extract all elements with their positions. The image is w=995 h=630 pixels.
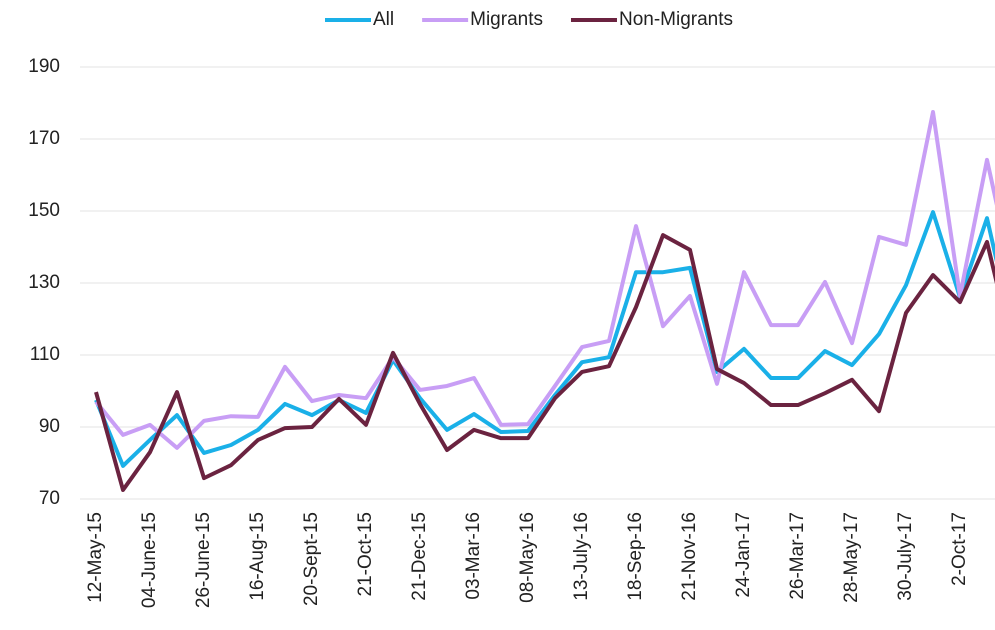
y-tick-label: 130 — [28, 272, 60, 293]
series-line — [94, 110, 995, 450]
x-tick-label: 30-July-17 — [895, 512, 916, 601]
x-tick-label: 12-May-15 — [85, 512, 106, 603]
x-tick-label: 21-Dec-15 — [409, 512, 430, 601]
x-tick-label: 13-July-16 — [571, 512, 592, 601]
x-tick-label: 08-May-16 — [517, 512, 538, 603]
legend-label: Migrants — [470, 9, 543, 30]
x-tick-label: 2-Oct-17 — [949, 512, 970, 586]
x-tick-label: 18-Sep-16 — [625, 512, 646, 601]
x-tick-label: 26-Mar-17 — [787, 512, 808, 600]
y-tick-label: 150 — [28, 200, 60, 221]
x-tick-label: 16-Aug-15 — [247, 512, 268, 601]
x-tick-label: 24-Jan-17 — [733, 512, 754, 598]
x-tick-label: 26-June-15 — [193, 512, 214, 608]
x-tick-label: 20-Sept-15 — [301, 512, 322, 606]
y-tick-label: 170 — [28, 128, 60, 149]
y-tick-label: 110 — [30, 344, 60, 365]
series-line — [94, 233, 995, 492]
x-tick-label: 21-Nov-16 — [679, 512, 700, 601]
x-tick-label: 03-Mar-16 — [463, 512, 484, 600]
legend-label: All — [373, 9, 394, 30]
series-line — [94, 210, 995, 468]
y-tick-label: 70 — [39, 488, 60, 509]
plot-area — [94, 110, 995, 492]
y-tick-label: 90 — [39, 416, 60, 437]
legend: All Migrants Non-Migrants — [325, 9, 733, 30]
y-tick-label: 190 — [28, 56, 60, 77]
legend-label: Non-Migrants — [619, 9, 733, 30]
x-tick-label: 21-Oct-15 — [355, 512, 376, 596]
x-tick-label: 04-June-15 — [139, 512, 160, 608]
x-tick-label: 28-May-17 — [841, 512, 862, 603]
